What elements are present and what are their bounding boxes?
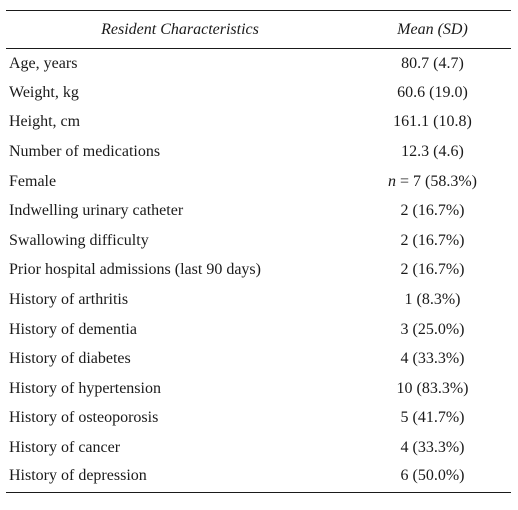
row-value: 6 (50.0%) [400, 467, 465, 485]
header-mean-sd: Mean (SD) [397, 20, 468, 38]
table-row: History of osteoporosis 5 (41.7%) [6, 404, 511, 434]
table-row: Height, cm 161.1 (10.8) [6, 108, 511, 138]
table-row: Indwelling urinary catheter 2 (16.7%) [6, 196, 511, 226]
row-label: History of arthritis [9, 291, 129, 309]
table-row: Weight, kg 60.6 (19.0) [6, 78, 511, 108]
row-label: Female [9, 172, 57, 190]
row-label: Number of medications [9, 143, 161, 161]
row-label: History of diabetes [9, 350, 131, 368]
table-row: Swallowing difficulty 2 (16.7%) [6, 226, 511, 256]
table-header: Resident Characteristics Mean (SD) [6, 10, 511, 49]
row-label: History of dementia [9, 320, 137, 338]
row-value-text: = 7 (58.3%) [395, 172, 477, 190]
table-body: Age, years 80.7 (4.7) Weight, kg 60.6 (1… [6, 49, 511, 493]
resident-characteristics-table: Resident Characteristics Mean (SD) Age, … [6, 10, 511, 493]
row-value: 161.1 (10.8) [393, 113, 472, 131]
row-value: 80.7 (4.7) [401, 54, 464, 72]
row-value: 4 (33.3%) [400, 350, 465, 368]
row-value: 2 (16.7%) [400, 202, 465, 220]
row-value: 60.6 (19.0) [397, 83, 468, 101]
table-row: History of hypertension 10 (83.3%) [6, 374, 511, 404]
header-row: Resident Characteristics Mean (SD) [6, 10, 511, 49]
row-label: Indwelling urinary catheter [9, 202, 184, 220]
row-value: 12.3 (4.6) [401, 143, 464, 161]
row-value: 4 (33.3%) [400, 439, 465, 457]
table-row: History of depression 6 (50.0%) [6, 463, 511, 493]
table-row: History of dementia 3 (25.0%) [6, 315, 511, 345]
row-value: 10 (83.3%) [396, 379, 469, 397]
table-row: Female n = 7 (58.3%) [6, 167, 511, 197]
header-resident-characteristics: Resident Characteristics [101, 20, 259, 38]
row-value: 3 (25.0%) [400, 320, 465, 338]
row-value: 2 (16.7%) [400, 231, 465, 249]
table-row: Age, years 80.7 (4.7) [6, 49, 511, 79]
row-value: n = 7 (58.3%) [354, 167, 511, 197]
table-row: History of arthritis 1 (8.3%) [6, 285, 511, 315]
row-label: History of cancer [9, 439, 121, 457]
table-row: History of cancer 4 (33.3%) [6, 433, 511, 463]
resident-characteristics-table-container: Resident Characteristics Mean (SD) Age, … [6, 10, 511, 493]
row-label: Swallowing difficulty [9, 231, 149, 249]
row-label: Age, years [9, 54, 78, 72]
n-symbol: n [387, 172, 396, 190]
row-label: History of osteoporosis [9, 409, 159, 427]
row-label: History of hypertension [9, 379, 161, 397]
row-label: Prior hospital admissions (last 90 days) [9, 261, 261, 279]
row-label: Height, cm [9, 113, 81, 131]
table-row: Number of medications 12.3 (4.6) [6, 137, 511, 167]
row-value: 2 (16.7%) [400, 261, 465, 279]
row-label: History of depression [9, 467, 147, 485]
table-row: History of diabetes 4 (33.3%) [6, 344, 511, 374]
row-value: 5 (41.7%) [400, 409, 465, 427]
row-label: Weight, kg [9, 83, 79, 101]
table-row: Prior hospital admissions (last 90 days)… [6, 256, 511, 286]
row-value: 1 (8.3%) [404, 291, 461, 309]
